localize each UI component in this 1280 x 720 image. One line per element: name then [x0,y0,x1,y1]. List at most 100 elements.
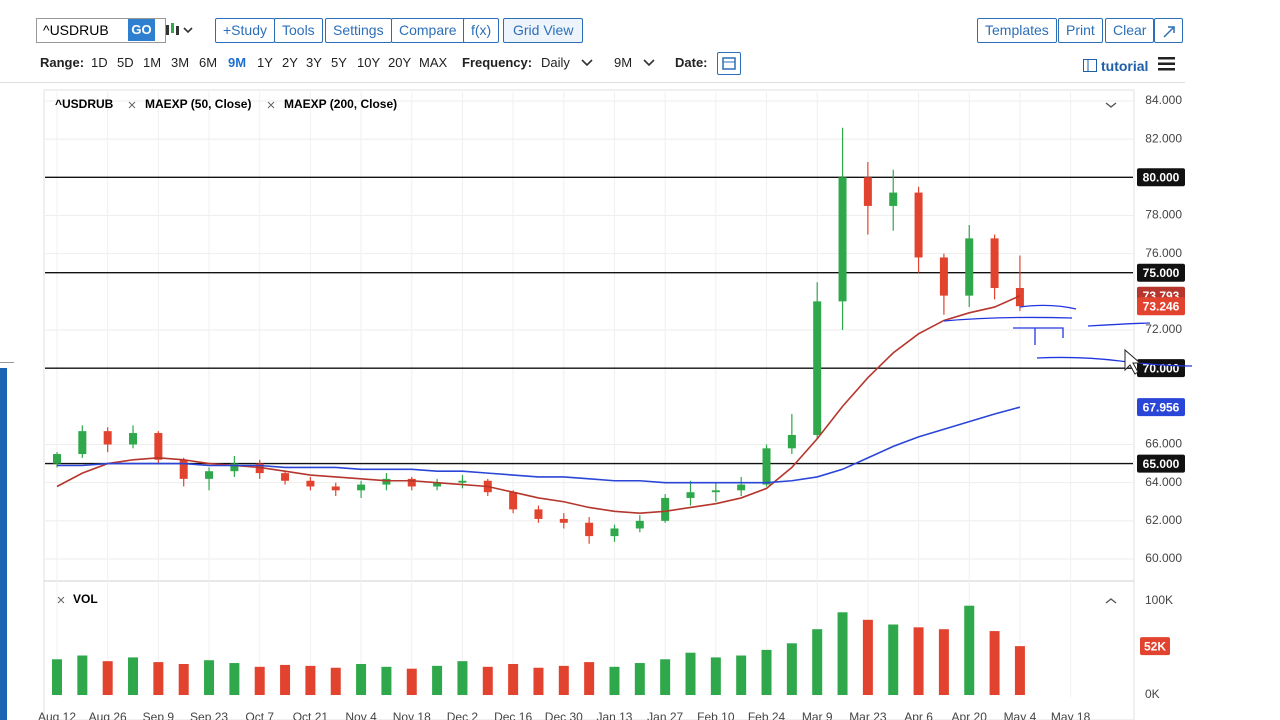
y-tick-label: 72.000 [1145,322,1182,336]
candle-body [661,497,670,521]
toolbar-button[interactable]: +Study [215,18,275,43]
x-tick-label: Apr 6 [904,710,933,720]
range-option[interactable]: 6M [199,55,218,70]
range-option[interactable]: 1D [91,55,108,70]
candle-body [281,473,290,481]
period-select[interactable]: 9M [614,54,656,72]
range-option[interactable]: 5D [117,55,134,70]
range-option[interactable]: 3M [171,55,190,70]
toolbar-button[interactable]: Clear [1105,18,1155,43]
range-option[interactable]: 20Y [388,55,412,70]
volume-bar [558,665,569,695]
candle-body [129,433,138,445]
y-tick-label: 84.000 [1145,93,1182,107]
range-option[interactable]: 1Y [257,55,273,70]
volume-bar [736,655,747,695]
volume-bar [102,661,113,695]
range-option[interactable]: 10Y [357,55,381,70]
x-tick-label: Aug 26 [89,710,127,720]
volume-bar [254,666,265,695]
legend-volume: VOL [73,592,98,606]
x-tick-label: Jan 13 [596,710,632,720]
range-option[interactable]: 5Y [331,55,347,70]
candle-body [787,434,796,449]
x-tick-label: Aug 12 [38,710,76,720]
chart-type-icon[interactable] [165,22,193,38]
range-option[interactable]: 3Y [306,55,322,70]
range-option[interactable]: 1M [143,55,162,70]
price-pane [45,127,1133,544]
candle-body [331,486,340,491]
toolbar-button[interactable]: Settings [325,18,392,43]
range-option[interactable]: 9M [228,55,247,70]
candle-body [559,518,568,523]
volume-bar [660,659,671,695]
y-tick-label: 82.000 [1145,131,1182,145]
chevron [581,59,593,67]
toolbar-button[interactable]: Templates [977,18,1057,43]
volume-bar [406,668,417,695]
menu-button[interactable] [1158,57,1175,71]
symbol-input[interactable]: ^USDRUB [36,18,166,43]
candle-body [205,471,214,479]
symbol-text: ^USDRUB [43,22,109,38]
frequency-label: Frequency: [462,55,533,70]
frequency-select[interactable]: Daily [541,54,594,72]
remove-icon[interactable] [128,101,136,109]
volume-bar [178,663,189,695]
candle-body [737,484,746,491]
legend-ma50: MAEXP (50, Close) [145,97,251,111]
x-tick-label: Oct 21 [293,710,329,720]
tutorial-link[interactable]: tutorial [1083,58,1148,74]
collapse-icon[interactable] [1105,102,1117,108]
drawn-line [1013,327,1064,345]
go-button[interactable]: GO [128,19,155,41]
price-tag-label: 73.246 [1143,299,1180,313]
x-tick-label: Mar 9 [802,710,833,720]
range-option[interactable]: MAX [419,55,448,70]
price-tag-label: 67.956 [1143,400,1180,414]
toolbar-button[interactable]: Print [1058,18,1103,43]
legend-ma200: MAEXP (200, Close) [284,97,397,111]
volume-bar [812,629,823,695]
volume-bar [634,663,645,695]
y-tick-label: 60.000 [1145,551,1182,565]
x-tick-label: Dec 30 [545,710,583,720]
x-tick-label: Sep 9 [143,710,175,720]
divider [0,82,1185,83]
price-tag-box [1137,398,1185,417]
moving-average-line [57,406,1021,484]
remove-icon[interactable] [267,101,275,109]
candle-body [154,433,163,460]
remove-icon[interactable] [57,596,65,604]
collapse-icon[interactable] [1105,598,1117,604]
candle-body [711,490,720,493]
date-label: Date: [675,55,708,70]
volume-bar [710,657,721,695]
side-panel [0,368,7,720]
volume-bar [888,624,899,695]
date-picker[interactable] [717,52,741,75]
range-option[interactable]: 2Y [282,55,298,70]
candle-body [382,478,391,485]
range-label: Range: [40,55,85,70]
volume-bar [432,665,443,695]
toolbar-button[interactable]: f(x) [463,18,500,43]
candle-body [458,480,467,483]
candle-body [509,492,518,510]
toolbar-button[interactable]: Compare [391,18,465,43]
toolbar-button[interactable]: Grid View [503,18,584,43]
toolbar-button[interactable]: Tools [274,18,323,43]
volume-bar [128,657,139,695]
y-tick-label: 66.000 [1145,437,1182,451]
popout-button[interactable] [1154,18,1183,43]
candle-body [939,257,948,296]
x-tick-label: May 4 [1004,710,1037,720]
candle-body [863,177,872,206]
candle-body [306,480,315,487]
candle-body [255,463,264,474]
candle-body [686,492,695,498]
icon [1163,26,1175,38]
